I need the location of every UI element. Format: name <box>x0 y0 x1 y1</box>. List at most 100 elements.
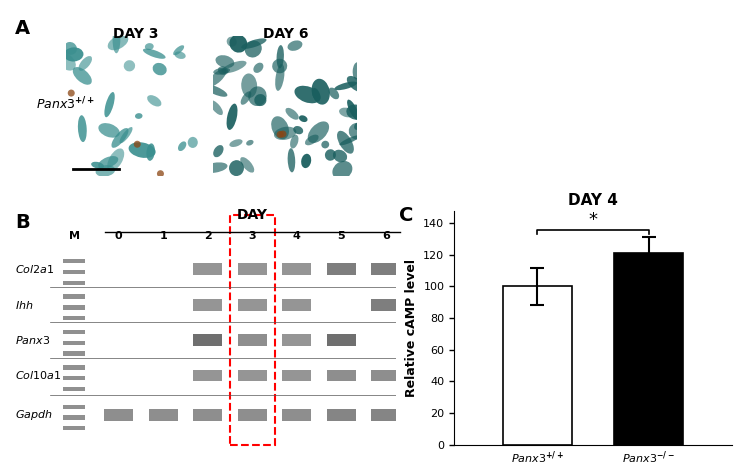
Ellipse shape <box>218 66 228 75</box>
Ellipse shape <box>208 68 226 87</box>
Bar <box>327 263 356 275</box>
Bar <box>193 263 223 275</box>
Bar <box>327 409 356 421</box>
Bar <box>371 299 400 311</box>
Ellipse shape <box>299 115 308 122</box>
Ellipse shape <box>254 94 267 106</box>
Text: $\mathbf{\mathit{Ihh}}$: $\mathbf{\mathit{Ihh}}$ <box>15 299 34 311</box>
Ellipse shape <box>288 40 303 51</box>
Circle shape <box>276 131 284 138</box>
Ellipse shape <box>339 135 360 145</box>
Ellipse shape <box>108 148 124 171</box>
Ellipse shape <box>78 56 92 71</box>
Ellipse shape <box>145 43 154 50</box>
Bar <box>371 370 400 381</box>
Text: 3: 3 <box>249 231 256 241</box>
Ellipse shape <box>253 63 264 73</box>
Ellipse shape <box>288 148 295 172</box>
Ellipse shape <box>271 116 289 139</box>
Ellipse shape <box>91 162 104 168</box>
Ellipse shape <box>272 59 287 73</box>
Ellipse shape <box>229 139 243 147</box>
Ellipse shape <box>276 45 284 68</box>
Ellipse shape <box>347 104 365 120</box>
Text: M: M <box>69 231 80 241</box>
Ellipse shape <box>78 115 87 142</box>
Ellipse shape <box>178 141 186 151</box>
Ellipse shape <box>285 108 299 120</box>
Ellipse shape <box>108 35 128 50</box>
Bar <box>63 341 85 345</box>
Ellipse shape <box>353 62 361 80</box>
Ellipse shape <box>173 45 185 55</box>
Ellipse shape <box>124 60 135 72</box>
Ellipse shape <box>187 137 198 148</box>
Text: 2: 2 <box>204 231 211 241</box>
Ellipse shape <box>248 87 267 106</box>
Ellipse shape <box>245 41 261 58</box>
Ellipse shape <box>333 150 347 162</box>
Ellipse shape <box>321 141 329 148</box>
Bar <box>63 365 85 370</box>
Bar <box>193 370 223 381</box>
Ellipse shape <box>147 95 161 107</box>
Bar <box>238 409 267 421</box>
Bar <box>238 334 267 346</box>
Ellipse shape <box>229 160 244 176</box>
Ellipse shape <box>347 76 365 92</box>
Ellipse shape <box>290 135 299 148</box>
Text: B: B <box>15 213 30 232</box>
Bar <box>63 305 85 310</box>
Text: DAY: DAY <box>237 208 268 222</box>
Text: $\mathbf{\mathit{Gapdh}}$: $\mathbf{\mathit{Gapdh}}$ <box>15 408 53 422</box>
Circle shape <box>157 170 164 177</box>
Bar <box>238 263 267 275</box>
Ellipse shape <box>72 67 92 85</box>
Ellipse shape <box>275 64 285 91</box>
Ellipse shape <box>301 154 311 168</box>
Bar <box>63 351 85 356</box>
Circle shape <box>134 141 140 148</box>
Ellipse shape <box>111 128 128 148</box>
Text: C: C <box>398 206 413 225</box>
Ellipse shape <box>202 162 228 173</box>
Ellipse shape <box>226 37 237 47</box>
Circle shape <box>68 89 75 96</box>
Ellipse shape <box>308 121 329 143</box>
Ellipse shape <box>226 103 238 130</box>
Ellipse shape <box>152 63 167 75</box>
Text: 4: 4 <box>293 231 301 241</box>
Ellipse shape <box>325 149 336 161</box>
Circle shape <box>279 131 287 138</box>
Ellipse shape <box>98 156 118 168</box>
Ellipse shape <box>215 55 235 68</box>
Ellipse shape <box>175 51 186 59</box>
Ellipse shape <box>241 38 267 49</box>
Ellipse shape <box>335 81 357 90</box>
Bar <box>63 259 85 263</box>
Ellipse shape <box>222 61 247 73</box>
Ellipse shape <box>135 113 143 119</box>
Ellipse shape <box>143 49 166 59</box>
Text: *: * <box>589 211 598 229</box>
Text: $\mathbf{\mathit{Col2a1}}$: $\mathbf{\mathit{Col2a1}}$ <box>15 263 55 275</box>
Bar <box>282 299 311 311</box>
Text: $\mathbf{\mathit{Panx3}}$$\mathbf{^{+/+}}$: $\mathbf{\mathit{Panx3}}$$\mathbf{^{+/+}… <box>37 96 96 112</box>
Text: DAY 6: DAY 6 <box>263 27 309 41</box>
Ellipse shape <box>105 92 115 117</box>
Bar <box>193 409 223 421</box>
Bar <box>282 263 311 275</box>
Ellipse shape <box>312 88 320 102</box>
Ellipse shape <box>113 26 120 53</box>
Text: DAY 3: DAY 3 <box>113 27 158 41</box>
Ellipse shape <box>96 165 115 176</box>
Bar <box>63 316 85 321</box>
Bar <box>282 334 311 346</box>
Bar <box>614 253 684 445</box>
Text: $\mathbf{\mathit{Col10a1}}$: $\mathbf{\mathit{Col10a1}}$ <box>15 369 61 381</box>
Ellipse shape <box>332 161 353 180</box>
Ellipse shape <box>57 52 75 71</box>
Bar <box>503 286 572 445</box>
Bar <box>149 409 178 421</box>
Bar <box>371 263 400 275</box>
